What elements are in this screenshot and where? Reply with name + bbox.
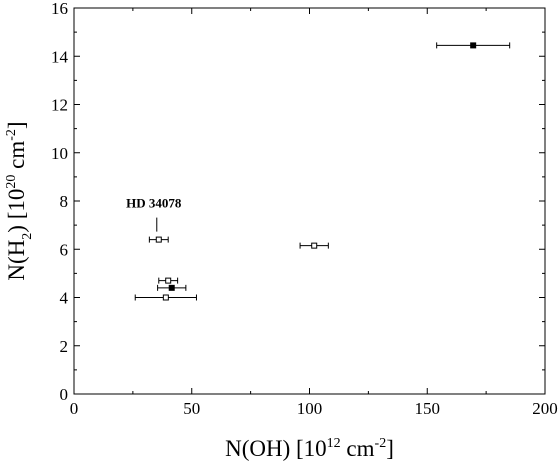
y-axis-title-post: ) [10 <box>4 189 29 233</box>
y-axis-title-sub: 2 <box>20 233 35 240</box>
filled-square-point <box>168 284 175 291</box>
y-axis-title: N(H2) [1020 cm-2] <box>4 121 35 280</box>
y-axis-title-end: ] <box>4 121 29 129</box>
x-axis-title-base: N(OH) [10 <box>225 436 327 461</box>
x-tick-label: 150 <box>415 399 441 418</box>
y-tick-label: 4 <box>60 289 69 308</box>
x-axis-title-end: ] <box>386 436 394 461</box>
x-tick-label: 100 <box>297 399 323 418</box>
open-square-point <box>162 294 169 301</box>
y-tick-label: 6 <box>60 240 69 259</box>
y-tick-label: 14 <box>51 47 69 66</box>
x-axis-title: N(OH) [1012 cm-2] <box>225 436 394 461</box>
filled-square-point <box>470 42 477 49</box>
y-axis-title-sup2: -2 <box>4 129 19 141</box>
y-tick-label: 8 <box>60 192 69 211</box>
open-square-point <box>165 277 172 284</box>
x-axis-title-sup2: -2 <box>375 436 387 451</box>
y-tick-label: 10 <box>51 144 68 163</box>
y-tick-label: 16 <box>51 0 68 18</box>
x-tick-label: 0 <box>70 399 79 418</box>
x-tick-label: 50 <box>183 399 200 418</box>
open-square-point <box>311 242 318 249</box>
x-axis-title-mid: cm <box>341 436 375 461</box>
y-axis-title-sup: 20 <box>4 175 19 189</box>
annotation-label: HD 34078 <box>126 196 182 211</box>
y-axis-title-mid: cm <box>4 141 29 175</box>
y-tick-label: 0 <box>60 385 69 404</box>
y-axis-title-pre: N(H <box>4 240 29 281</box>
y-tick-label: 12 <box>51 96 68 115</box>
x-tick-label: 200 <box>532 399 558 418</box>
y-tick-label: 2 <box>60 337 69 356</box>
open-square-point <box>155 236 162 243</box>
x-axis-title-sup: 12 <box>327 436 341 451</box>
